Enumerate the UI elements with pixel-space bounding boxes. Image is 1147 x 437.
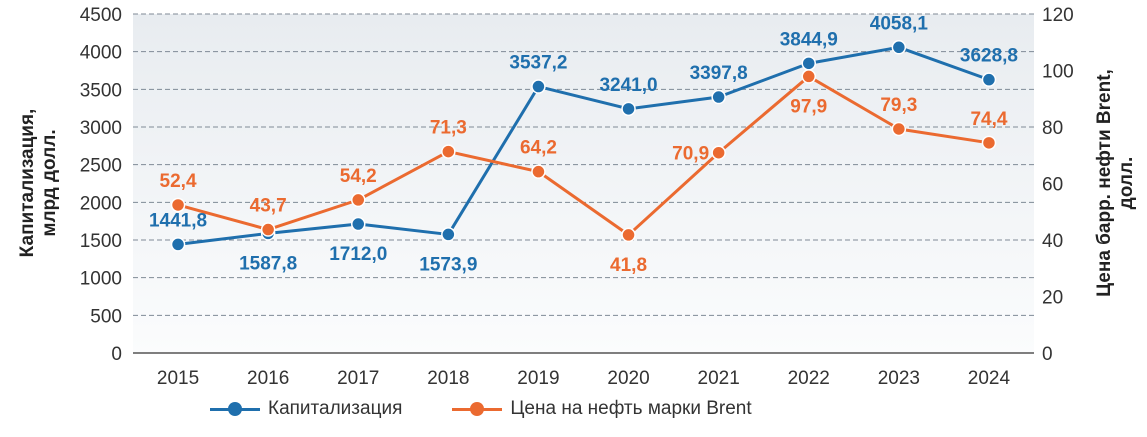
y2-tick-label: 100 [1042,62,1074,83]
data-point-0[interactable] [621,101,636,117]
x-tick-label: 2019 [517,368,559,389]
data-label-0: 1712,0 [329,244,387,265]
y2-tick-label: 40 [1042,231,1063,252]
y-tick-label: 3000 [80,118,122,139]
legend-swatch-brent [452,402,503,416]
data-point-1[interactable] [981,135,997,151]
y-tick-label: 4500 [80,5,122,26]
data-point-1[interactable] [441,144,456,159]
data-label-0: 3537,2 [509,53,567,74]
data-point-0[interactable] [531,79,546,94]
data-point-1[interactable] [891,121,907,137]
data-label-0: 3241,0 [599,75,657,96]
data-label-1: 79,3 [880,95,917,116]
legend-item-capitalization[interactable]: Капитализация [210,398,402,420]
data-point-0[interactable] [891,40,907,55]
data-point-0[interactable] [801,56,816,71]
x-tick-label: 2023 [878,368,920,389]
data-label-0: 4058,1 [870,13,929,34]
x-tick-label: 2018 [427,368,469,389]
data-point-0[interactable] [441,227,456,242]
series-line-0 [177,45,990,246]
data-point-1[interactable] [351,192,366,208]
data-label-0: 1441,8 [149,210,207,231]
data-point-0[interactable] [170,237,186,252]
data-label-1: 43,7 [250,196,287,217]
y-axis-title: Капитализация,млрд долл. [17,109,60,258]
y-tick-label: 4000 [80,43,122,64]
data-label-1: 54,2 [340,166,377,187]
x-tick-label: 2024 [968,368,1011,389]
data-point-1[interactable] [531,164,546,179]
x-tick-label: 2016 [247,368,289,389]
y-tick-label: 2500 [80,156,122,177]
y2-tick-label: 80 [1042,118,1063,139]
x-tick-label: 2017 [337,368,379,389]
y-axis-left: 0 500 1000 1500 2000 2500 3000 3500 4000 4500 [80,5,122,365]
data-label-0: 3844,9 [780,29,838,50]
y-tick-label: 500 [90,306,122,327]
data-label-1: 70,9 [672,144,709,165]
data-point-0[interactable] [351,216,366,232]
x-axis: 2015 2016 2017 2018 2019 2020 2021 2022 2023 2024 [157,368,1011,389]
legend-label-brent: Цена на нефть марки Brent [510,398,752,419]
axis-titles: Капитализация,млрд долл. Цена барр. нефти… [17,69,1137,297]
y-tick-label: 2000 [80,193,122,214]
data-point-1[interactable] [621,227,636,243]
x-tick-label: 2021 [698,368,740,389]
data-label-0: 1573,9 [419,254,477,275]
data-point-1[interactable] [801,69,816,84]
data-label-1: 74,4 [970,109,1007,130]
y-tick-label: 3500 [80,80,122,101]
series-group [170,40,997,252]
data-labels: 1441,8 1587,8 1712,0 1573,9 3537,2 3241,0 3397… [149,13,1018,276]
data-point-1[interactable] [711,145,726,160]
x-tick-label: 2022 [788,368,830,389]
series-line-1 [177,74,990,237]
legend: Капитализация Цена на нефть марки Brent [210,398,802,420]
y2-tick-label: 60 [1042,175,1063,196]
y2-tick-label: 120 [1042,5,1074,26]
legend-label-capitalization: Капитализация [268,398,403,419]
legend-swatch-capitalization [210,402,260,416]
y2-tick-label: 20 [1042,288,1063,309]
y-tick-label: 0 [111,344,122,365]
data-label-1: 52,4 [160,171,197,192]
data-point-0[interactable] [981,72,997,87]
data-label-1: 97,9 [790,96,827,117]
data-point-1[interactable] [260,222,276,237]
y-tick-label: 1000 [80,269,122,290]
y2-axis-title: Цена барр. нефти Brent,долл. [1094,69,1137,297]
data-point-0[interactable] [711,89,726,105]
x-tick-label: 2020 [607,368,649,389]
data-label-1: 71,3 [430,118,467,139]
y-tick-label: 1500 [80,231,122,252]
plot-area [133,14,1034,353]
y-axis-right: 0 20 40 60 80 100 120 [1042,5,1074,365]
data-label-0: 3397,8 [690,63,748,84]
y2-tick-label: 0 [1042,344,1053,365]
data-label-1: 41,8 [610,255,647,276]
data-label-0: 3628,8 [960,46,1018,67]
data-point-1[interactable] [170,197,186,213]
data-label-0: 1587,8 [239,253,297,274]
data-label-1: 64,2 [520,138,557,159]
legend-item-brent[interactable]: Цена на нефть марки Brent [452,398,752,420]
x-tick-label: 2015 [157,368,199,389]
